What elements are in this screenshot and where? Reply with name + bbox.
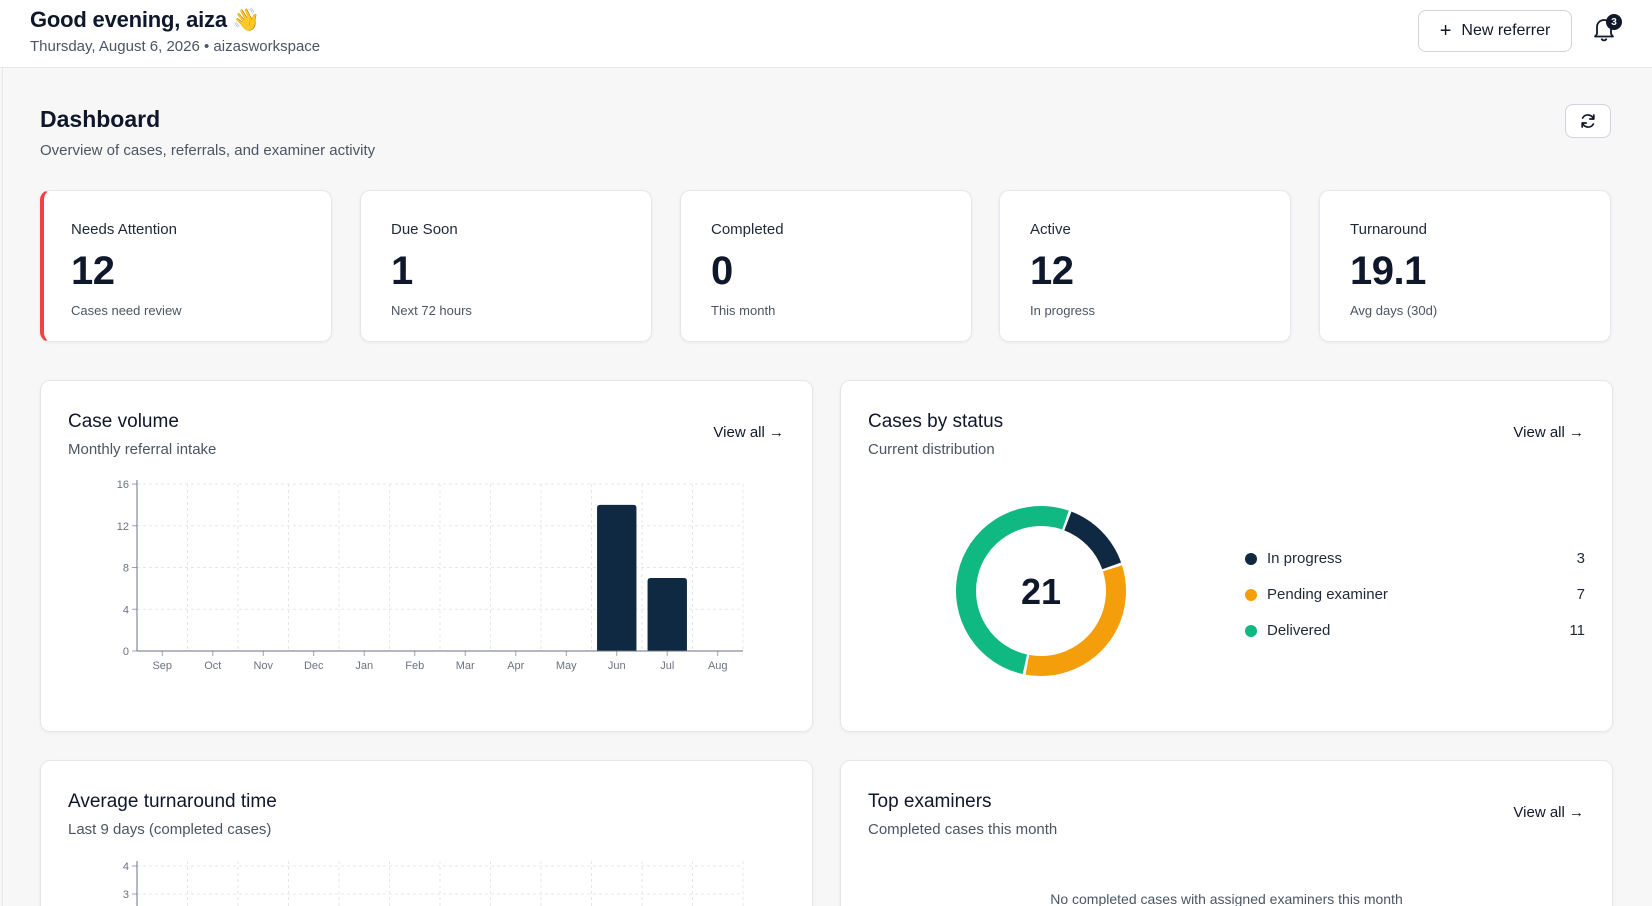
case-volume-bar-chart: 0 4 8 12 16 Sep Oct Nov Dec Jan Feb Mar Apr May Jun Jul… <box>117 479 744 672</box>
top-bar: Good evening, aiza 👋 Thursday, August 6,… <box>0 0 1652 68</box>
top-examiners-card: Top examiners Completed cases this month… <box>840 760 1613 906</box>
new-referrer-button[interactable]: + New referrer <box>1418 10 1572 52</box>
y-tick-label: 8 <box>123 563 129 575</box>
refresh-button[interactable] <box>1565 104 1611 138</box>
x-tick-label: May <box>556 660 577 672</box>
stat-note: Next 72 hours <box>391 303 472 318</box>
stat-value: 12 <box>1030 249 1074 293</box>
card-subtitle: Monthly referral intake <box>68 441 217 458</box>
donut-slice-delivered <box>956 506 1126 676</box>
card-title: Cases by status <box>868 411 1004 432</box>
y-tick-label: 3 <box>123 889 129 901</box>
legend-dot <box>1245 589 1257 601</box>
stat-note: Avg days (30d) <box>1350 303 1438 318</box>
x-tick-label: Sep <box>152 660 172 672</box>
x-tick-label: Feb <box>405 660 424 672</box>
card-title: Top examiners <box>868 791 992 812</box>
legend-item-delivered: Delivered 11 <box>1245 620 1585 642</box>
empty-state-message: No completed cases with assigned examine… <box>1050 891 1403 906</box>
view-all-link[interactable]: View all → <box>1513 424 1584 441</box>
average-turnaround-card: Average turnaround time Last 9 days (com… <box>40 760 813 906</box>
stat-value: 0 <box>711 249 733 293</box>
stat-value: 12 <box>71 249 115 293</box>
turnaround-line-chart: 43 <box>123 861 744 906</box>
greeting-text: Good evening, aiza <box>30 7 227 32</box>
wave-icon: 👋 <box>232 7 261 32</box>
stat-label: Active <box>1030 221 1071 238</box>
stat-value: 19.1 <box>1350 249 1426 293</box>
stat-card-due-soon[interactable]: Due Soon 1 Next 72 hours <box>360 190 652 342</box>
y-tick-label: 4 <box>123 604 129 616</box>
plus-icon: + <box>1439 20 1452 42</box>
view-all-link[interactable]: View all → <box>1513 804 1584 821</box>
legend-item-pending-examiner: Pending examiner 7 <box>1245 584 1585 606</box>
y-tick-label: 0 <box>123 646 129 658</box>
legend-name: Delivered <box>1267 622 1331 639</box>
stat-card-turnaround[interactable]: Turnaround 19.1 Avg days (30d) <box>1319 190 1611 342</box>
bar-jun <box>597 504 637 651</box>
y-tick-label: 16 <box>117 479 129 491</box>
card-title: Average turnaround time <box>68 791 277 812</box>
stat-note: Cases need review <box>71 303 182 318</box>
notification-badge: 3 <box>1606 14 1622 30</box>
legend-value: 11 <box>1569 622 1585 639</box>
greeting: Good evening, aiza 👋 <box>30 7 260 33</box>
legend-name: In progress <box>1267 550 1343 567</box>
stat-note: This month <box>711 303 776 318</box>
stat-card-active[interactable]: Active 12 In progress <box>999 190 1291 342</box>
y-tick-label: 4 <box>123 861 129 873</box>
bar-jul <box>647 577 687 651</box>
new-referrer-label: New referrer <box>1461 22 1551 39</box>
card-subtitle: Completed cases this month <box>868 821 1058 838</box>
x-tick-label: Jun <box>608 660 626 672</box>
stat-card-completed[interactable]: Completed 0 This month <box>680 190 972 342</box>
refresh-icon <box>1581 114 1595 128</box>
stat-note: In progress <box>1030 303 1096 318</box>
cases-by-status-card: Cases by status Current distribution Vie… <box>840 380 1613 732</box>
page-title: Dashboard <box>40 106 161 132</box>
legend-dot <box>1245 553 1257 565</box>
page-subtitle: Overview of cases, referrals, and examin… <box>40 142 376 159</box>
legend-dot <box>1245 625 1257 637</box>
legend-value: 3 <box>1576 550 1585 567</box>
case-volume-card: Case volume Monthly referral intake View… <box>40 380 813 732</box>
legend-item-in-progress: In progress 3 <box>1245 548 1585 570</box>
x-tick-label: Oct <box>204 660 221 672</box>
donut-total: 21 <box>1021 571 1061 612</box>
notifications-button[interactable]: 3 <box>1592 14 1622 46</box>
date-workspace-line: Thursday, August 6, 2026 • aizasworkspac… <box>30 38 321 55</box>
legend-name: Pending examiner <box>1267 586 1388 603</box>
y-tick-label: 12 <box>117 521 129 533</box>
stat-card-needs-attention[interactable]: Needs Attention 12 Cases need review <box>40 190 332 342</box>
x-tick-label: Dec <box>304 660 324 672</box>
card-subtitle: Current distribution <box>868 441 995 458</box>
stat-label: Turnaround <box>1350 221 1427 238</box>
view-all-link[interactable]: View all → <box>713 424 784 441</box>
stat-label: Needs Attention <box>71 221 177 238</box>
stat-value: 1 <box>391 249 413 293</box>
x-tick-label: Jul <box>660 660 674 672</box>
x-tick-label: Aug <box>708 660 728 672</box>
legend-value: 7 <box>1576 586 1585 603</box>
x-tick-label: Jan <box>355 660 373 672</box>
x-tick-label: Nov <box>253 660 273 672</box>
x-tick-label: Apr <box>507 660 524 672</box>
donut-slice-pending-examiner <box>956 506 1126 676</box>
stat-label: Completed <box>711 221 784 238</box>
card-subtitle: Last 9 days (completed cases) <box>68 821 272 838</box>
dashboard-main: Dashboard Overview of cases, referrals, … <box>2 68 1652 906</box>
x-tick-label: Mar <box>456 660 475 672</box>
card-title: Case volume <box>68 411 179 432</box>
stat-label: Due Soon <box>391 221 458 238</box>
cases-status-donut-chart: 21 <box>956 506 1126 676</box>
